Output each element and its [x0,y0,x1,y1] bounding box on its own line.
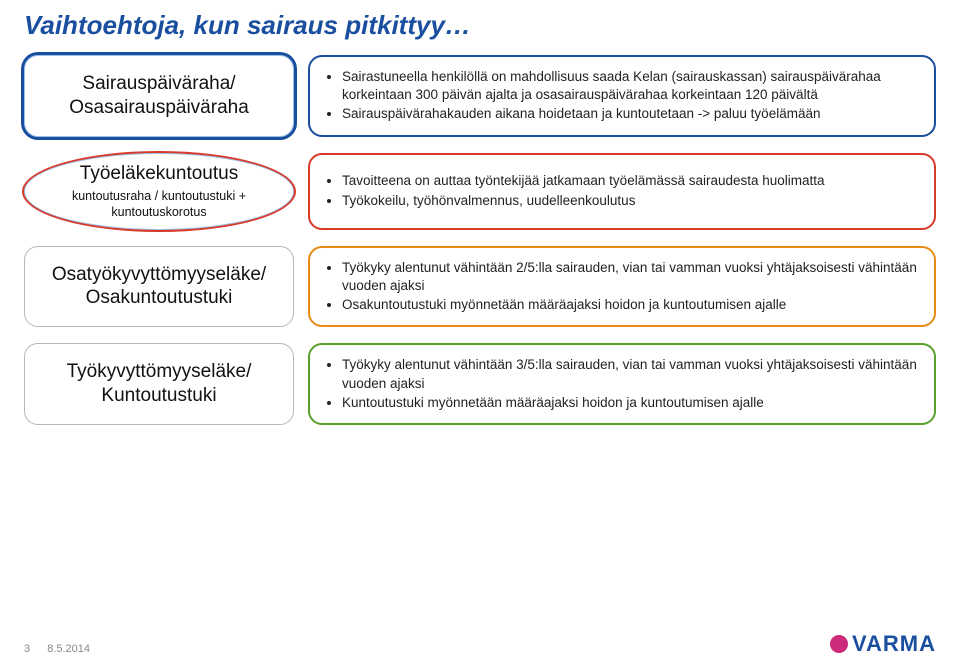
row-bullet: Työkokeilu, työhönvalmennus, uudelleenko… [342,192,825,210]
diagram-row: Sairauspäiväraha/Osasairauspäiväraha Sair… [24,55,936,137]
row-bullet-list: Tavoitteena on auttaa työntekijää jatkam… [324,171,825,210]
row-bullet: Osakuntoutustuki myönnetään määräajaksi … [342,296,920,314]
row-bullet: Työkyky alentunut vähintään 3/5:lla sair… [342,356,920,392]
row-left-box: Sairauspäiväraha/Osasairauspäiväraha [24,55,294,137]
diagram-rows: Sairauspäiväraha/Osasairauspäiväraha Sair… [24,55,936,425]
row-right-box: Työkyky alentunut vähintään 2/5:lla sair… [308,246,936,328]
row-bullet: Sairauspäivärahakauden aikana hoidetaan … [342,105,920,123]
brand-dot-icon [830,635,848,653]
row-bullet: Tavoitteena on auttaa työntekijää jatkam… [342,172,825,190]
brand-logo: VARMA [830,631,936,657]
diagram-row: Osatyökyvyttömyyseläke/Osakuntoutustuki T… [24,246,936,328]
row-right-box: Tavoitteena on auttaa työntekijää jatkam… [308,153,936,230]
row-left-sublabel: kuntoutusraha / kuntoutustuki + kuntoutu… [39,189,279,220]
page-number: 3 [24,643,30,655]
row-left-label: Sairauspäiväraha/Osasairauspäiväraha [69,72,249,120]
row-left-label: Työkyvyttömyyseläke/Kuntoutustuki [67,360,252,408]
row-left-label: Osatyökyvyttömyyseläke/Osakuntoutustuki [52,263,266,311]
row-bullet-list: Työkyky alentunut vähintään 3/5:lla sair… [324,355,920,413]
row-right-box: Työkyky alentunut vähintään 3/5:lla sair… [308,343,936,425]
diagram-row: Työkyvyttömyyseläke/Kuntoutustuki Työkyky… [24,343,936,425]
footer: 3 8.5.2014 [24,643,90,655]
row-bullet: Kuntoutustuki myönnetään määräajaksi hoi… [342,394,920,412]
footer-date: 8.5.2014 [47,643,90,655]
row-bullet: Sairastuneella henkilöllä on mahdollisuu… [342,68,920,104]
row-left-box: Työkyvyttömyyseläke/Kuntoutustuki [24,343,294,425]
row-bullet: Työkyky alentunut vähintään 2/5:lla sair… [342,259,920,295]
page-title: Vaihtoehtoja, kun sairaus pitkittyy… [24,10,936,41]
row-bullet-list: Sairastuneella henkilöllä on mahdollisuu… [324,67,920,125]
row-left-box: Työeläkekuntoutuskuntoutusraha / kuntout… [24,153,294,230]
row-bullet-list: Työkyky alentunut vähintään 2/5:lla sair… [324,258,920,316]
row-right-box: Sairastuneella henkilöllä on mahdollisuu… [308,55,936,137]
diagram-row: Työeläkekuntoutuskuntoutusraha / kuntout… [24,153,936,230]
row-left-box: Osatyökyvyttömyyseläke/Osakuntoutustuki [24,246,294,328]
brand-name: VARMA [852,631,936,657]
row-left-label: Työeläkekuntoutuskuntoutusraha / kuntout… [39,162,279,221]
